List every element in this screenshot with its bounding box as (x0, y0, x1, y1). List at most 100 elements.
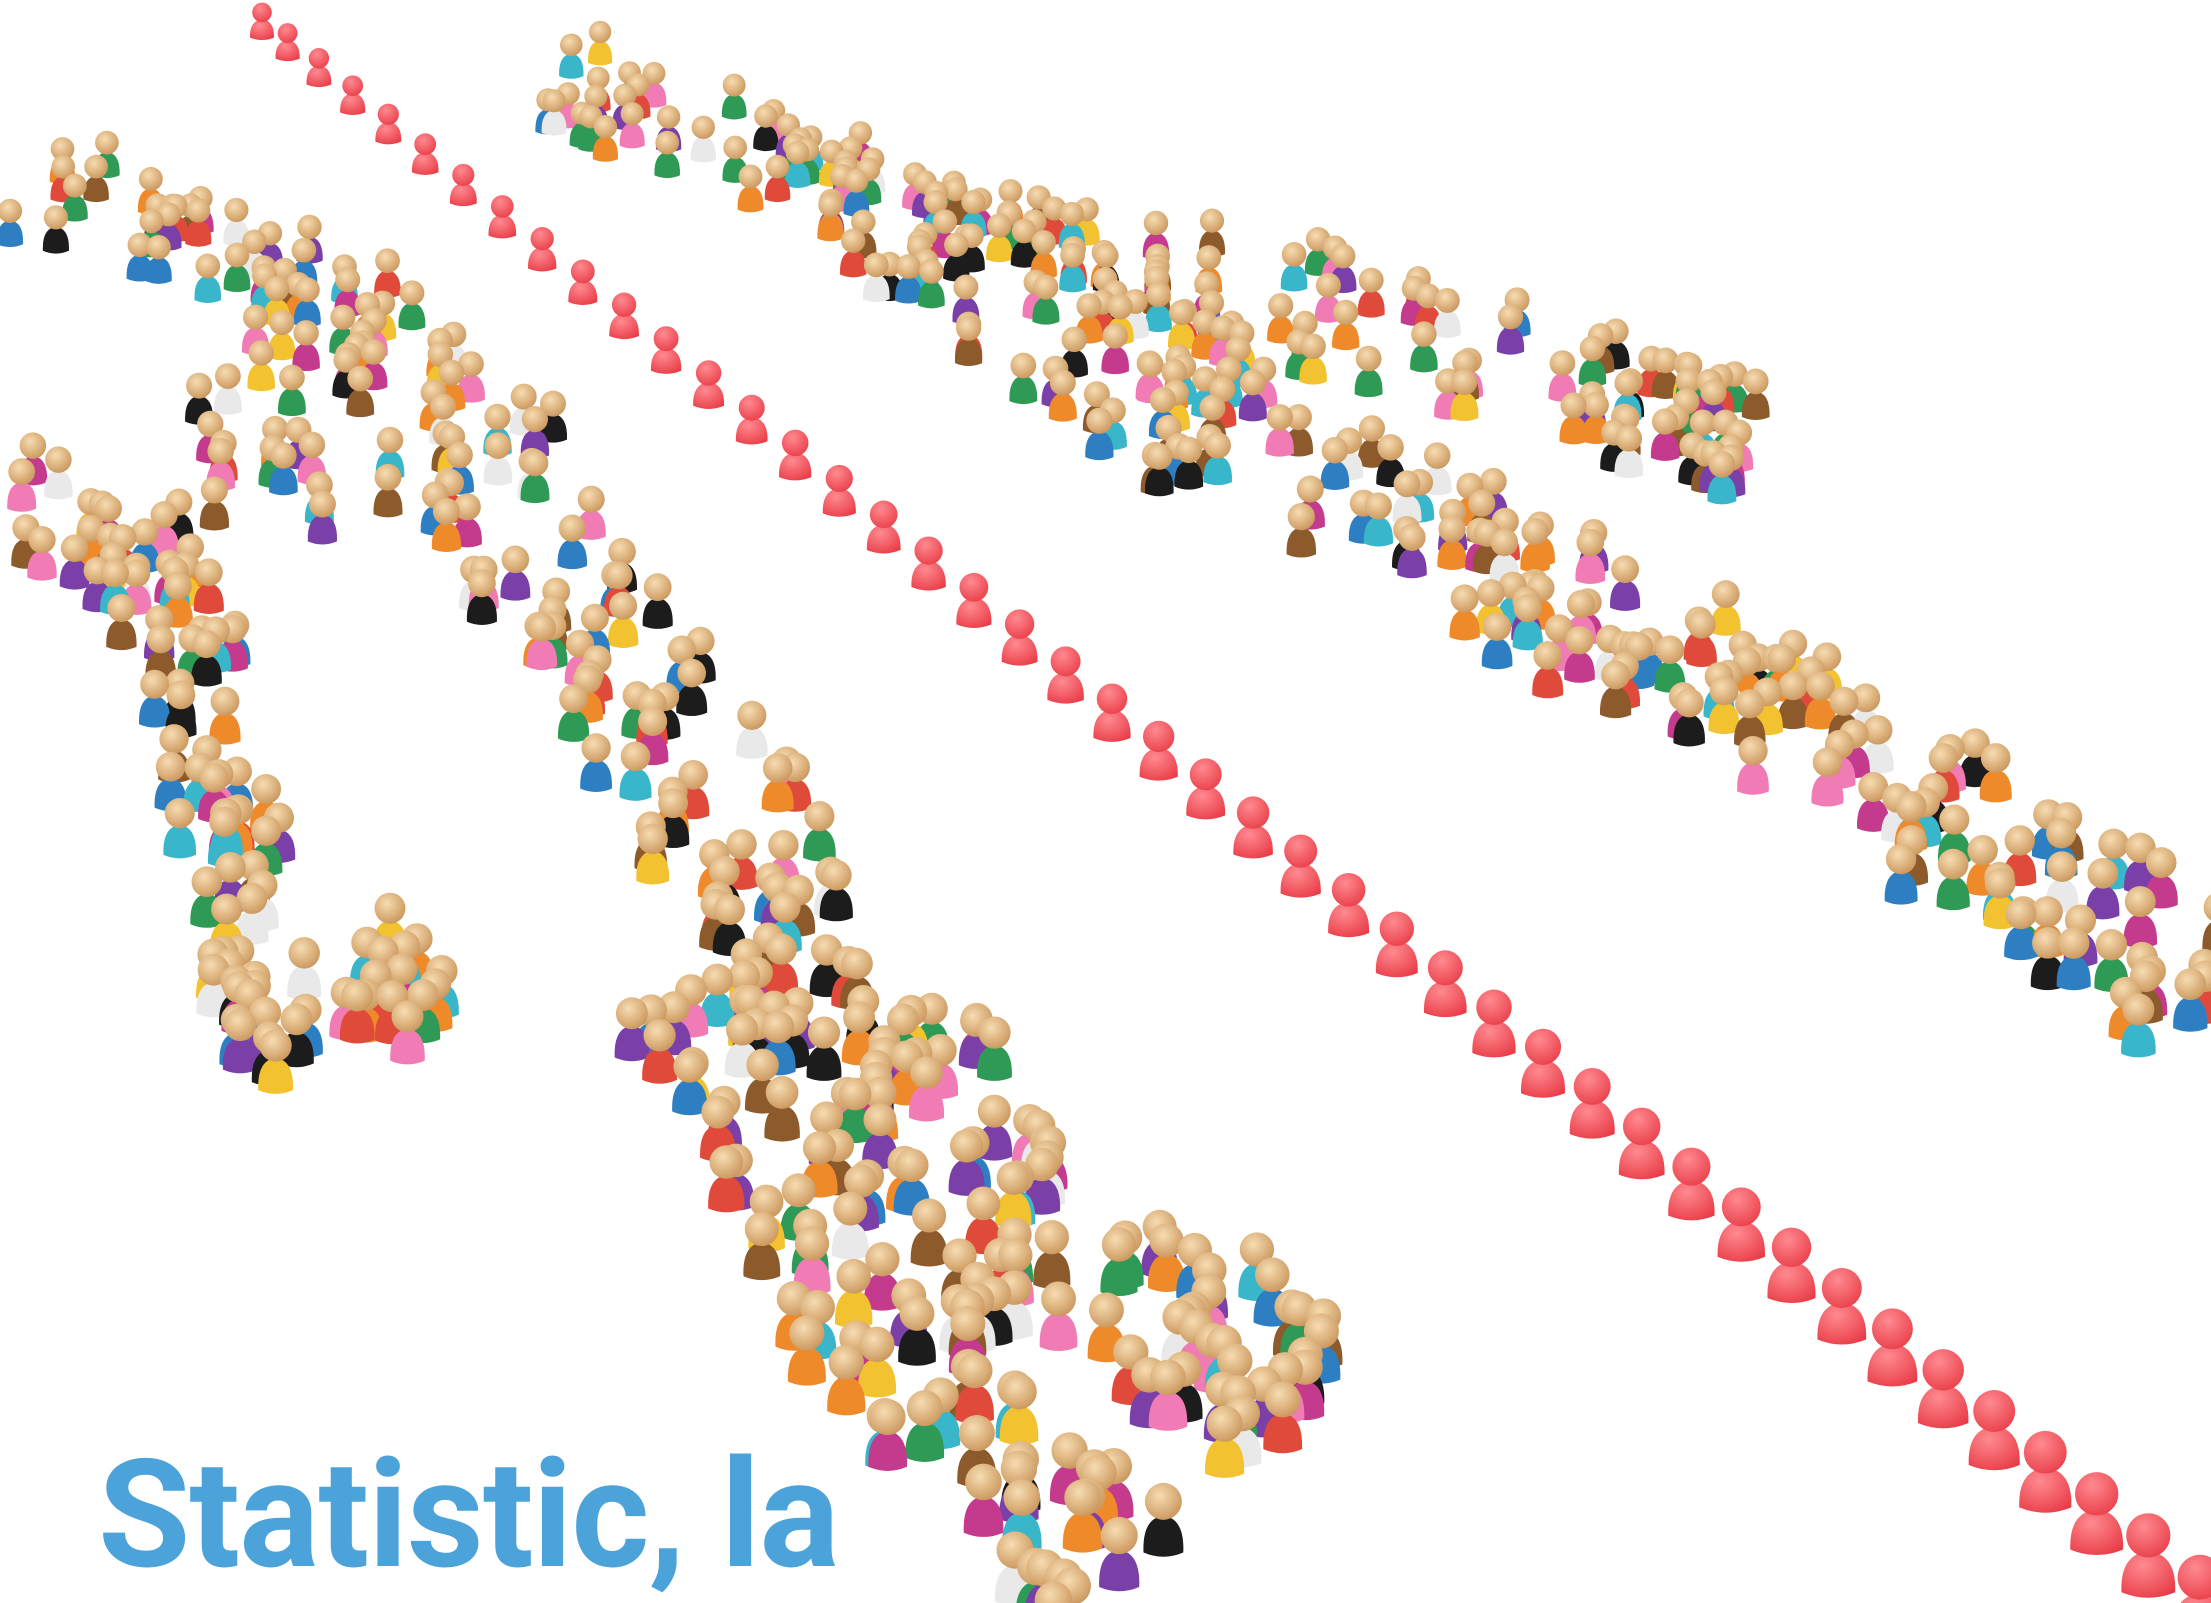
figure-head (293, 320, 319, 346)
pawn-body (1472, 1019, 1516, 1058)
pawn-body (1139, 747, 1178, 781)
figure (163, 798, 197, 859)
figure-head (1064, 1479, 1101, 1516)
figure (806, 1016, 842, 1081)
figure-body (213, 385, 242, 415)
figure-body (1397, 547, 1427, 579)
figure (895, 254, 922, 304)
figure-head (1102, 323, 1128, 349)
figure-head (1709, 676, 1739, 706)
figure-body (721, 93, 747, 120)
figure-body (557, 538, 588, 570)
pawn-body (568, 279, 598, 305)
figure-head (1001, 1373, 1037, 1410)
figure-head (1576, 528, 1605, 557)
figure-body (619, 122, 645, 149)
figure-head (593, 115, 618, 139)
pawn-body (1968, 1426, 2020, 1471)
figure-head (996, 1161, 1031, 1195)
pawn-body (1280, 862, 1321, 898)
red-pawn (1328, 873, 1370, 938)
figure-head (215, 363, 241, 389)
figure-head (1450, 584, 1479, 613)
figure (1708, 676, 1740, 735)
figure-body (1707, 474, 1737, 505)
figure-head (236, 882, 268, 914)
figure-body (737, 185, 764, 213)
figure-head (540, 390, 566, 417)
figure-head (1582, 392, 1609, 418)
pawn-body (1233, 824, 1273, 859)
red-pawn (866, 500, 901, 554)
figure (614, 997, 650, 1062)
figure-body (761, 779, 794, 813)
figure (954, 315, 983, 367)
figure-head (558, 514, 586, 542)
figure-head (919, 258, 944, 284)
pawn-head (1871, 1308, 1913, 1350)
figure-head (896, 254, 921, 279)
figure-head (1041, 1281, 1076, 1317)
pawn-head (252, 2, 272, 23)
pawn-body (2121, 1551, 2176, 1598)
figure-head (1560, 392, 1587, 419)
figure-head (2031, 896, 2063, 928)
figure-head (374, 892, 406, 924)
figure (943, 232, 970, 282)
figure-head (754, 104, 778, 128)
figure-body (223, 264, 251, 293)
figure-head (28, 526, 56, 554)
figure (194, 253, 222, 303)
figure-head (620, 741, 651, 772)
figure (1578, 335, 1607, 387)
figure-body (743, 1242, 781, 1281)
figure-head (291, 237, 317, 263)
figure (708, 1145, 745, 1213)
figure-head (1287, 502, 1315, 531)
pawn-body (528, 246, 557, 272)
figure (1804, 671, 1837, 730)
figure-head (1199, 208, 1225, 233)
pawn-head (781, 429, 809, 457)
red-pawn (822, 464, 856, 517)
figure-body (1564, 651, 1595, 683)
pawn-body (340, 93, 366, 115)
figure-body (1039, 1312, 1078, 1352)
figure-head (678, 759, 709, 790)
figure (1059, 242, 1086, 293)
figure-head (127, 232, 153, 258)
figure-head (192, 629, 221, 659)
figure-head (949, 1129, 984, 1163)
figure-body (1263, 1413, 1303, 1454)
figure (1048, 369, 1077, 422)
figure-head (840, 228, 866, 253)
figure-head (794, 1226, 830, 1261)
figure-head (726, 829, 757, 860)
red-pawn (911, 536, 946, 591)
figure-head (998, 1238, 1033, 1273)
figure-head (94, 494, 122, 522)
figure-head (1059, 201, 1084, 227)
figure (145, 234, 172, 284)
figure-body (817, 214, 844, 242)
figure-head (1216, 356, 1242, 383)
figure-head (199, 763, 229, 793)
figure-body (1496, 326, 1525, 355)
pawn-body (822, 488, 856, 517)
figure (1320, 436, 1350, 490)
figure-head (95, 130, 119, 155)
figure-head (701, 1095, 735, 1129)
figure-body (708, 1174, 745, 1213)
figure (287, 937, 322, 1001)
figure-head (953, 274, 979, 300)
figure-head (1255, 1257, 1290, 1293)
figure (1489, 528, 1520, 584)
figure-head (1049, 369, 1076, 396)
red-pawn (1280, 834, 1321, 898)
figure (910, 1198, 948, 1267)
figure-head (912, 1198, 947, 1233)
figure (827, 1344, 866, 1416)
red-pawn (1233, 796, 1273, 859)
figure-head (1266, 404, 1293, 431)
figure-body (1861, 741, 1894, 774)
